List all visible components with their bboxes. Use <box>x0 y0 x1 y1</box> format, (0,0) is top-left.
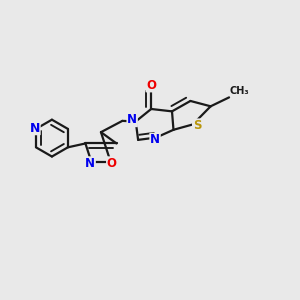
Text: CH₃: CH₃ <box>230 86 249 96</box>
Text: N: N <box>150 134 160 146</box>
Text: N: N <box>30 122 40 134</box>
Text: N: N <box>85 157 95 170</box>
Text: N: N <box>127 113 137 127</box>
Text: S: S <box>193 119 201 132</box>
Text: O: O <box>107 157 117 170</box>
Text: O: O <box>146 79 156 92</box>
